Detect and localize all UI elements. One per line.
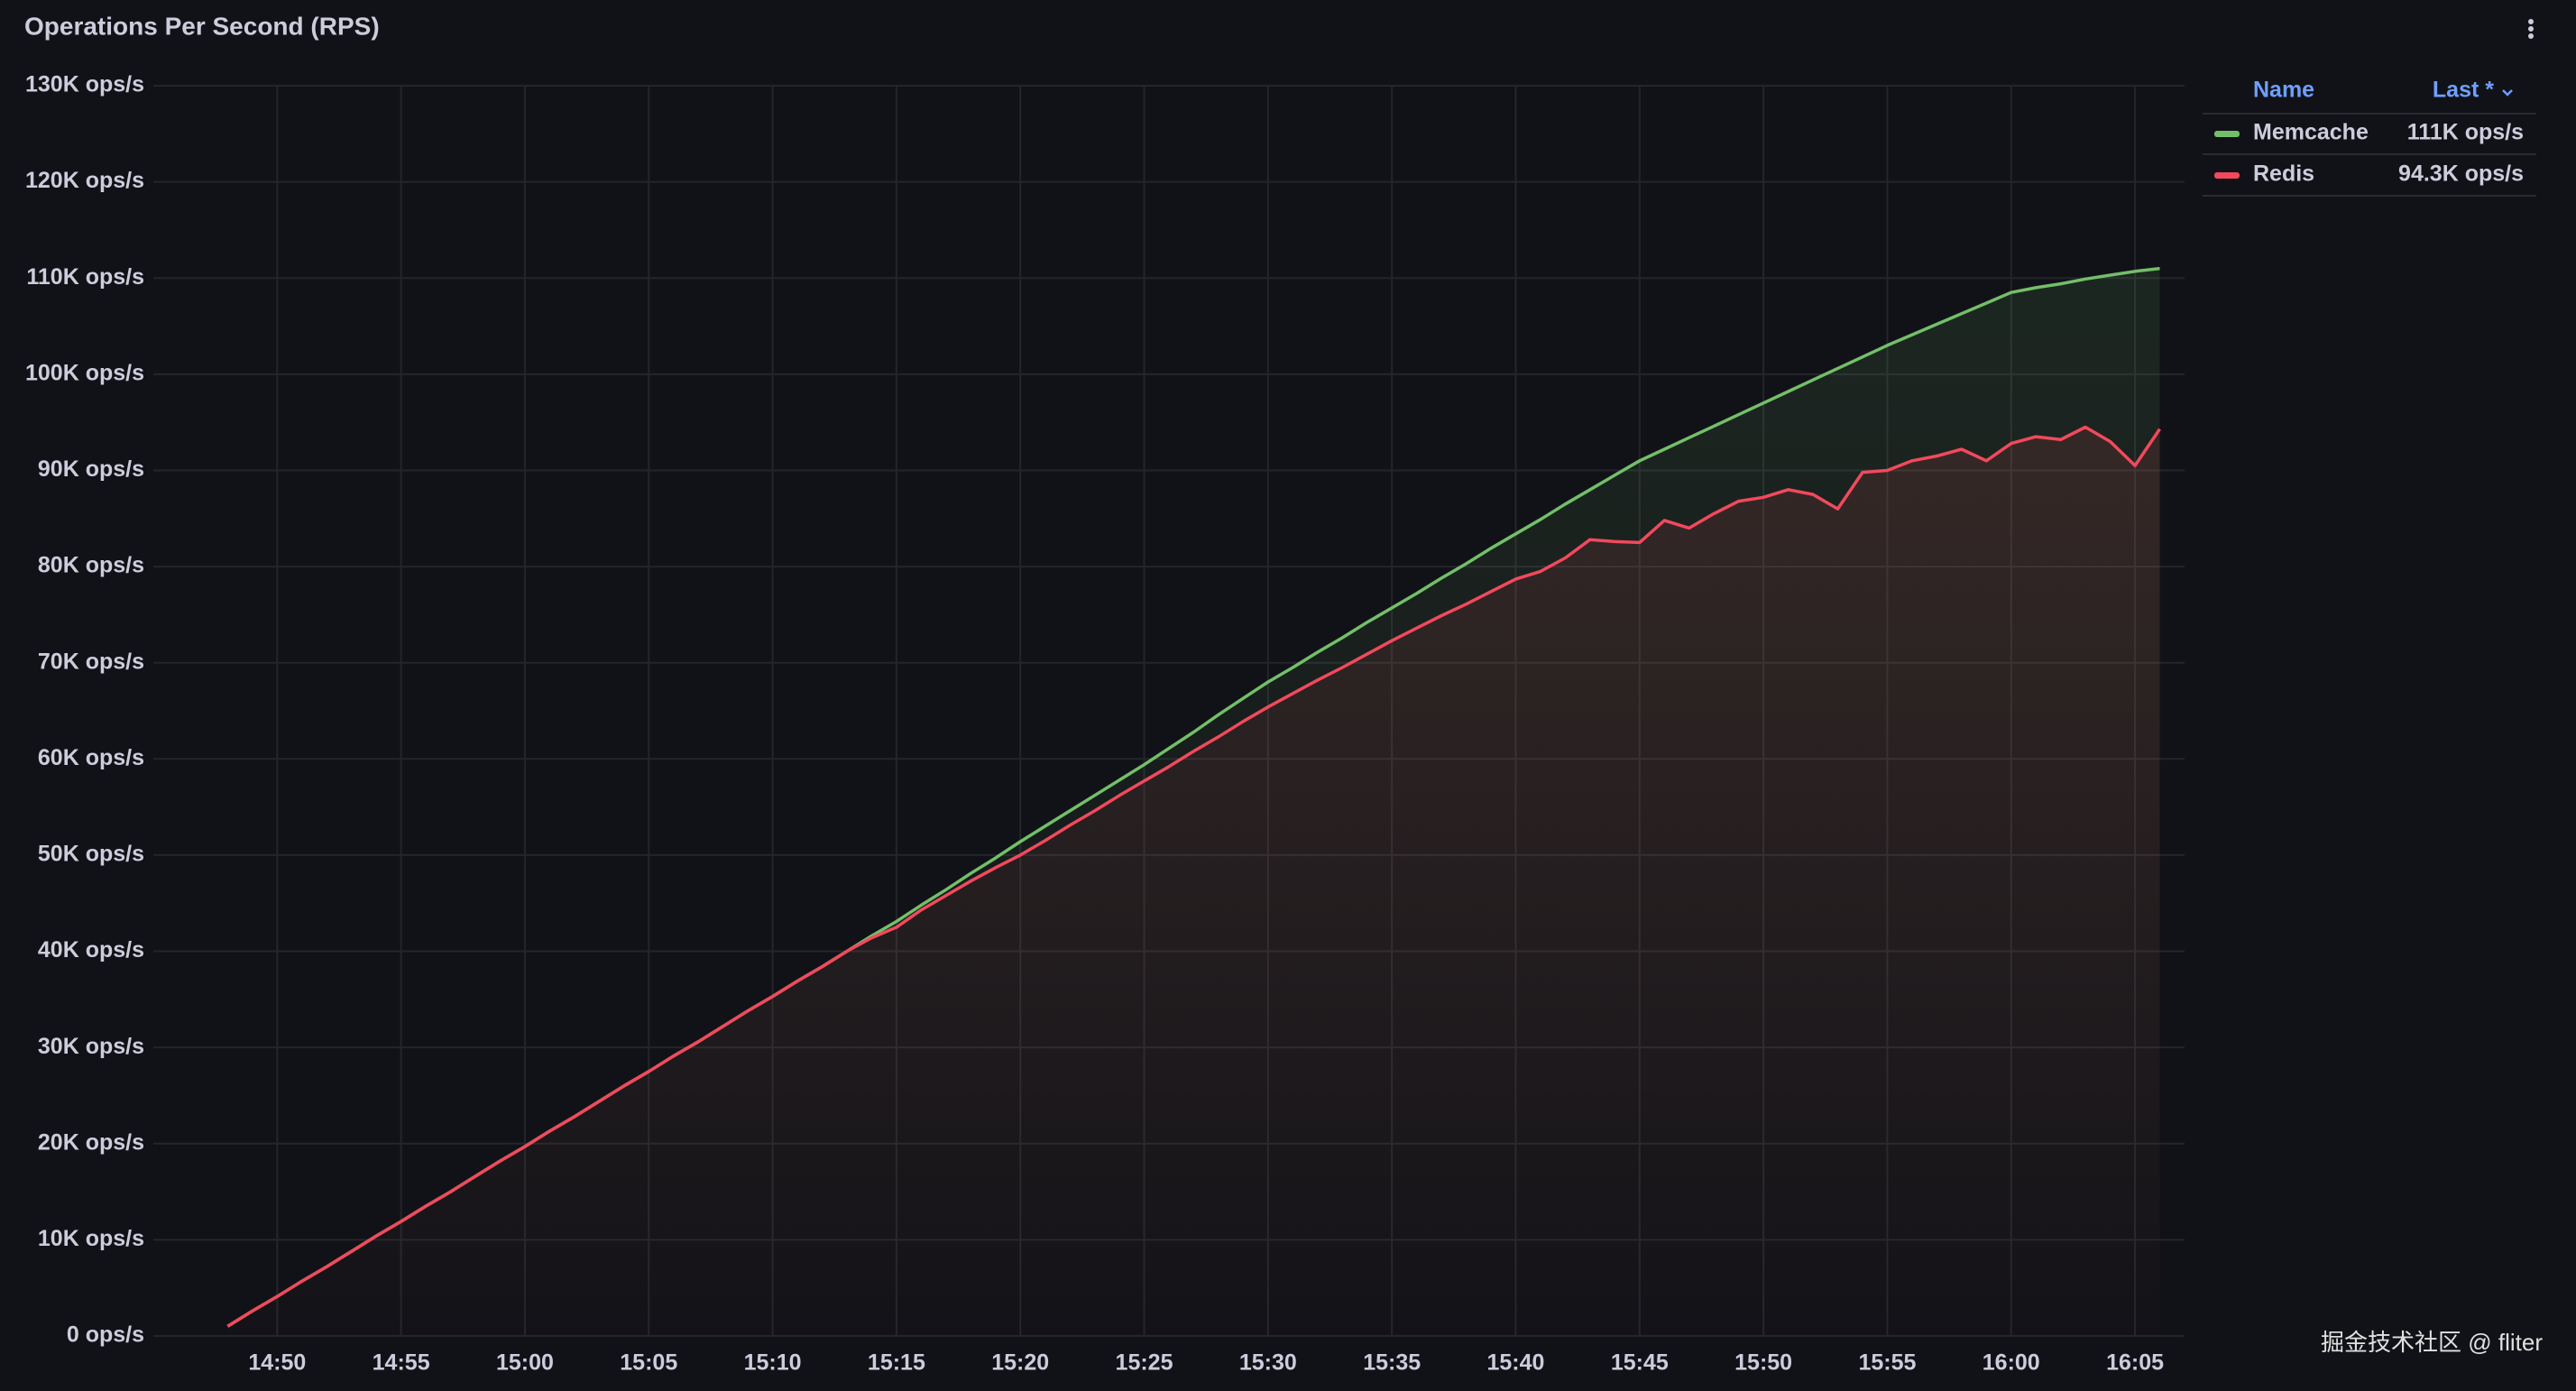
y-tick-label: 0 ops/s (67, 1322, 144, 1348)
y-tick-label: 30K ops/s (38, 1034, 144, 1059)
x-tick-label: 15:20 (991, 1350, 1049, 1376)
x-tick-label: 15:55 (1858, 1350, 1916, 1376)
x-tick-label: 15:05 (620, 1350, 677, 1376)
x-tick-label: 15:50 (1734, 1350, 1792, 1376)
y-tick-label: 50K ops/s (38, 842, 144, 867)
y-tick-label: 80K ops/s (38, 553, 144, 578)
legend-name: Memcache (2253, 120, 2369, 145)
x-tick-label: 14:50 (248, 1350, 306, 1376)
x-tick-label: 15:35 (1363, 1350, 1421, 1376)
x-tick-label: 16:05 (2106, 1350, 2164, 1376)
sort-chevron (2502, 89, 2513, 97)
y-tick-label: 20K ops/s (38, 1129, 144, 1155)
legend-name: Redis (2253, 161, 2314, 187)
legend-last: 111K ops/s (2407, 120, 2524, 145)
legend-swatch (2214, 131, 2240, 137)
y-tick-label: 40K ops/s (38, 937, 144, 963)
y-tick-label: 100K ops/s (25, 360, 144, 385)
series-line (226, 425, 2161, 1328)
watermark: 掘金技术社区 @ fliter (2321, 1329, 2543, 1356)
panel-menu[interactable] (2528, 19, 2534, 39)
x-tick-label: 14:55 (373, 1350, 430, 1376)
x-tick-label: 15:10 (744, 1350, 802, 1376)
x-tick-label: 15:45 (1611, 1350, 1669, 1376)
x-tick-label: 16:00 (1983, 1350, 2040, 1376)
y-tick-label: 90K ops/s (38, 456, 144, 482)
y-tick-label: 60K ops/s (38, 745, 144, 770)
y-tick-label: 70K ops/s (38, 649, 144, 674)
x-tick-label: 15:00 (496, 1350, 554, 1376)
panel-title: Operations Per Second (RPS) (24, 12, 380, 40)
x-tick-label: 15:15 (868, 1350, 925, 1376)
legend-last: 94.3K ops/s (2398, 161, 2524, 187)
area (227, 427, 2160, 1336)
y-tick-label: 130K ops/s (25, 72, 144, 97)
y-tick-label: 120K ops/s (25, 168, 144, 193)
y-tick-label: 10K ops/s (38, 1226, 144, 1251)
x-tick-label: 15:40 (1487, 1350, 1545, 1376)
legend-header-last: Last * (2433, 78, 2494, 103)
legend-swatch (2214, 172, 2240, 179)
x-tick-label: 15:25 (1116, 1350, 1173, 1376)
legend-header-name: Name (2253, 78, 2314, 103)
x-tick-label: 15:30 (1239, 1350, 1297, 1376)
y-tick-label: 110K ops/s (26, 264, 144, 290)
